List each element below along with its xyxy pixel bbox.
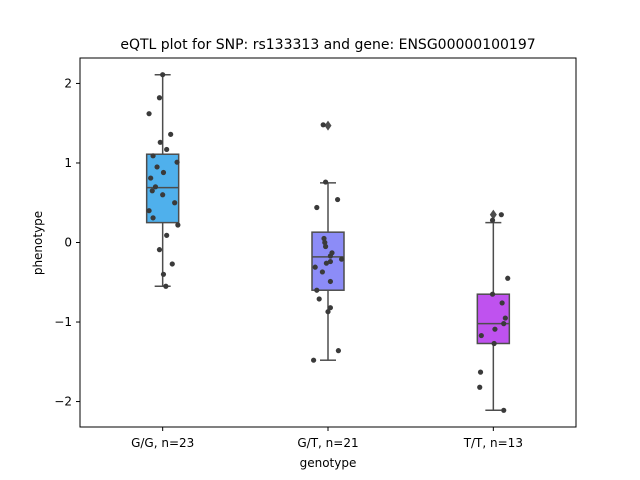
data-point: [339, 256, 345, 262]
box-group-1: [145, 72, 181, 289]
data-point: [323, 243, 329, 250]
x-tick-label: T/T, n=13: [463, 436, 523, 450]
data-point: [316, 296, 322, 302]
axes: −2 −1 0 1 2 G/G, n=23 G/T, n=21 T/T, n=13: [54, 76, 523, 450]
data-point: [174, 159, 180, 165]
y-tick-label: −2: [54, 395, 72, 409]
outlier-marker: [324, 120, 332, 131]
data-point: [501, 321, 507, 327]
data-point: [477, 369, 484, 375]
data-point: [157, 139, 163, 145]
data-point: [491, 340, 497, 347]
data-point: [146, 208, 152, 214]
data-point: [489, 217, 496, 223]
data-point: [321, 235, 327, 242]
box-group-2: [311, 120, 345, 363]
y-tick-label: 0: [64, 236, 72, 250]
data-point: [168, 131, 174, 137]
data-point: [492, 326, 498, 332]
data-point: [327, 253, 333, 259]
x-tick-label: G/T, n=21: [297, 436, 358, 450]
data-point: [148, 175, 154, 181]
x-tick-label: G/G, n=23: [131, 436, 194, 450]
data-point: [150, 215, 156, 221]
plot-area: [145, 72, 511, 413]
data-point: [164, 146, 170, 153]
y-tick-label: 1: [64, 156, 72, 170]
data-point: [154, 164, 160, 170]
data-point: [164, 232, 170, 238]
data-point: [312, 264, 318, 270]
data-point: [477, 384, 483, 390]
data-point: [322, 239, 328, 246]
data-point: [169, 261, 175, 267]
data-point: [323, 179, 329, 185]
data-point: [146, 111, 152, 117]
x-axis-label: genotype: [300, 456, 357, 470]
data-point: [156, 95, 163, 101]
data-point: [152, 184, 159, 190]
outlier-marker: [489, 209, 497, 220]
data-point: [160, 192, 166, 198]
data-point: [160, 72, 166, 78]
chart-title: eQTL plot for SNP: rs133313 and gene: EN…: [120, 37, 535, 53]
box-group-3: [476, 209, 511, 413]
data-point: [160, 271, 167, 277]
data-point: [156, 247, 163, 253]
data-point: [163, 283, 169, 289]
data-point: [150, 153, 156, 159]
data-point: [149, 188, 155, 194]
data-point: [335, 348, 341, 354]
data-point: [499, 300, 505, 306]
data-point: [320, 122, 326, 128]
data-point: [172, 200, 178, 206]
data-point: [327, 258, 333, 265]
data-point: [175, 222, 181, 228]
data-point: [160, 169, 167, 176]
data-point: [325, 309, 331, 315]
data-point: [323, 260, 329, 266]
data-point: [314, 287, 320, 293]
y-axis-label: phenotype: [31, 211, 45, 275]
y-tick-label: 2: [64, 76, 72, 90]
data-point: [502, 315, 508, 321]
data-point: [319, 269, 325, 275]
data-point: [489, 291, 496, 297]
data-point: [498, 212, 504, 218]
data-point: [478, 332, 484, 339]
data-point: [327, 278, 333, 285]
y-tick-label: −1: [54, 315, 72, 329]
data-point: [327, 305, 333, 311]
data-point: [314, 204, 320, 211]
data-point: [311, 357, 317, 363]
data-point: [335, 196, 341, 203]
data-point: [505, 275, 511, 281]
data-point: [501, 407, 507, 413]
